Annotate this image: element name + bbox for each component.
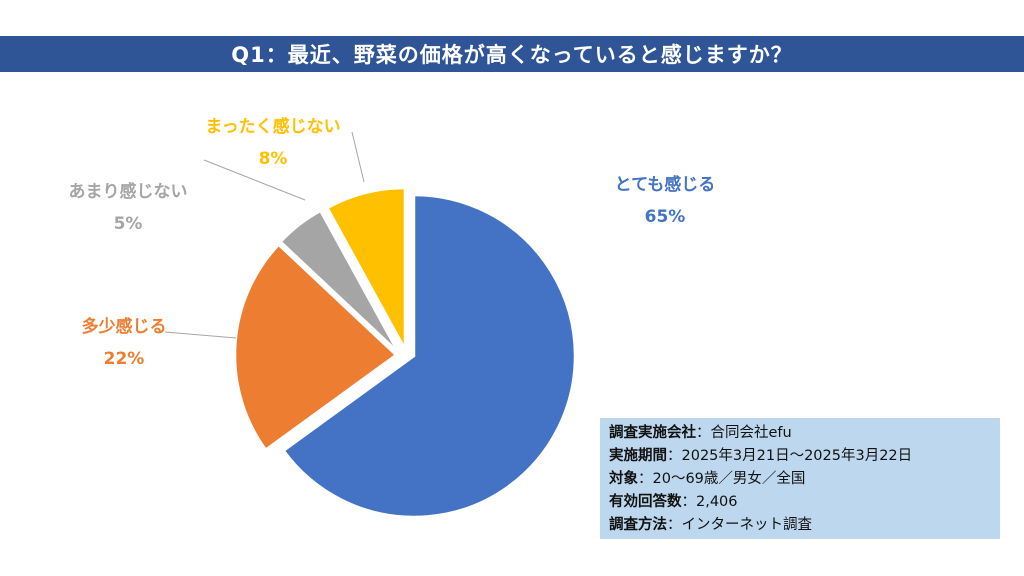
pie-slice (282, 193, 577, 519)
survey-value: 20～69歳／男女／全国 (652, 471, 806, 487)
survey-row-target: 対象：20～69歳／男女／全国 (609, 468, 1000, 491)
survey-row-responses: 有効回答数：2,406 (609, 491, 1000, 514)
survey-key: 調査実施会社 (609, 425, 696, 441)
survey-key: 有効回答数 (609, 494, 682, 510)
slice-value-label: 65% (645, 207, 686, 227)
survey-value: 合同会社efu (710, 425, 792, 441)
slice-category-label: とても感じる (615, 174, 716, 195)
survey-row-method: 調査方法：インターネット調査 (609, 514, 1000, 537)
leader-line (351, 131, 365, 183)
leader-line (164, 331, 237, 339)
slice-category-label: 多少感じる (82, 316, 167, 337)
slice-category-label: まったく感じない (205, 116, 340, 137)
slice-value-label: 8% (259, 149, 288, 169)
survey-sep: ： (681, 494, 697, 510)
chart-title: Q1：最近、野菜の価格が高くなっていると感じますか？ (0, 36, 1024, 72)
survey-key: 実施期間 (609, 448, 667, 464)
survey-value: 2025年3月21日～2025年3月22日 (681, 448, 913, 464)
slice-value-label: 22% (104, 349, 145, 369)
survey-sep: ： (638, 471, 653, 487)
survey-sep: ： (696, 425, 711, 441)
survey-sep: ： (667, 517, 682, 533)
survey-info-box: 調査実施会社：合同会社efu 実施期間：2025年3月21日～2025年3月22… (600, 418, 1000, 539)
pie-slice (233, 243, 398, 452)
slice-category-label: あまり感じない (69, 181, 188, 202)
survey-value: インターネット調査 (681, 517, 813, 533)
survey-row-period: 実施期間：2025年3月21日～2025年3月22日 (609, 445, 1000, 468)
pie-slice (278, 209, 400, 353)
survey-key: 対象 (609, 471, 638, 487)
survey-value: 2,406 (696, 494, 738, 510)
survey-sep: ： (667, 448, 682, 464)
pie-slice (325, 186, 407, 350)
slice-value-label: 5% (114, 214, 143, 234)
leader-line (203, 159, 306, 201)
survey-key: 調査方法 (609, 517, 667, 533)
survey-row-company: 調査実施会社：合同会社efu (609, 422, 1000, 445)
